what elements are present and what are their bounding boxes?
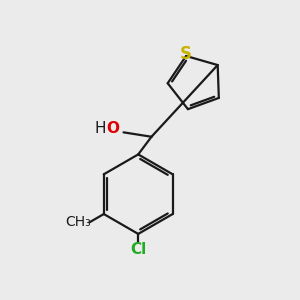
Text: S: S (180, 45, 192, 63)
Text: Cl: Cl (130, 242, 146, 257)
Text: CH₃: CH₃ (66, 214, 92, 229)
Text: H: H (95, 121, 106, 136)
Text: O: O (106, 121, 119, 136)
